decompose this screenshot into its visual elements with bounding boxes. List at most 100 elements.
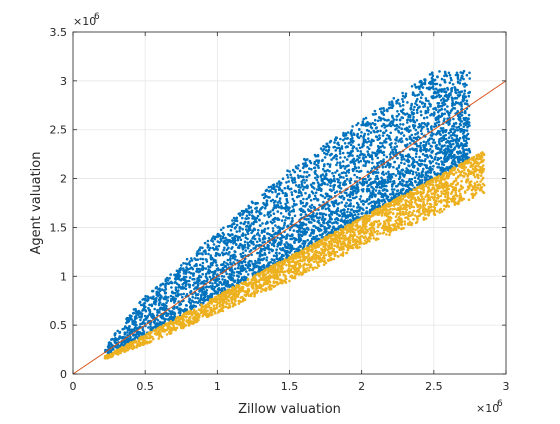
scatter-point [342, 132, 345, 135]
scatter-point [426, 122, 429, 125]
scatter-point [270, 186, 273, 189]
scatter-point [214, 286, 217, 289]
scatter-point [266, 256, 269, 259]
scatter-point [204, 249, 207, 252]
scatter-point [447, 158, 450, 161]
scatter-point [399, 118, 402, 121]
scatter-point [360, 131, 363, 134]
scatter-point [151, 327, 154, 330]
scatter-point [195, 264, 198, 267]
scatter-point [128, 325, 131, 328]
scatter-point [366, 150, 369, 153]
scatter-point [264, 207, 267, 210]
scatter-point [221, 278, 224, 281]
scatter-point [431, 168, 434, 171]
scatter-point [204, 242, 207, 245]
scatter-point [274, 200, 277, 203]
scatter-point [273, 187, 276, 190]
scatter-point [386, 181, 389, 184]
scatter-point [337, 181, 340, 184]
scatter-point [283, 243, 286, 246]
scatter-point [197, 252, 200, 255]
scatter-point [193, 288, 196, 291]
scatter-point [165, 305, 168, 308]
scatter-point [290, 188, 293, 191]
scatter-point [366, 189, 369, 192]
scatter-point [299, 237, 302, 240]
scatter-point [401, 98, 404, 101]
scatter-point [420, 142, 423, 145]
scatter-point [444, 72, 447, 75]
scatter-point [304, 162, 307, 165]
scatter-point [222, 249, 225, 252]
scatter-point [397, 183, 400, 186]
scatter-point [336, 178, 339, 181]
scatter-point [240, 239, 243, 242]
scatter-point [251, 209, 254, 212]
scatter-point [370, 182, 373, 185]
scatter-point [252, 215, 255, 218]
scatter-point [429, 148, 432, 151]
scatter-point [350, 161, 353, 164]
scatter-point [167, 279, 170, 282]
scatter-point [357, 150, 360, 153]
scatter-point [324, 197, 327, 200]
scatter-point [174, 281, 177, 284]
scatter-point [126, 331, 129, 334]
scatter-point [303, 233, 306, 236]
scatter-point [444, 134, 447, 137]
scatter-point [375, 135, 378, 138]
scatter-point [223, 261, 226, 264]
scatter-point [279, 183, 282, 186]
scatter-point [352, 145, 355, 148]
scatter-point [305, 223, 308, 226]
scatter-point [411, 139, 414, 142]
scatter-point [244, 234, 247, 237]
scatter-point [260, 248, 263, 251]
scatter-point [448, 132, 451, 135]
scatter-point [287, 243, 290, 246]
scatter-point [237, 236, 240, 239]
scatter-point [309, 240, 312, 243]
scatter-point [335, 164, 338, 167]
scatter-point [205, 286, 208, 289]
scatter-point [386, 119, 389, 122]
scatter-point [323, 165, 326, 168]
scatter-point [318, 230, 321, 233]
scatter-point [328, 214, 331, 217]
scatter-point [271, 243, 274, 246]
scatter-point [357, 122, 360, 125]
scatter-point [438, 132, 441, 135]
scatter-point [261, 258, 264, 261]
scatter-point [222, 232, 225, 235]
scatter-point [349, 219, 352, 222]
scatter-point [283, 224, 286, 227]
scatter-point [351, 129, 354, 132]
scatter-point [388, 166, 391, 169]
scatter-point [453, 148, 456, 151]
scatter-point [202, 262, 205, 265]
scatter-point [404, 223, 407, 226]
scatter-point [416, 98, 419, 101]
scatter-point [431, 80, 434, 83]
scatter-point [431, 113, 434, 116]
scatter-point [178, 304, 181, 307]
scatter-point [273, 183, 276, 186]
scatter-point [384, 201, 387, 204]
scatter-point [391, 149, 394, 152]
scatter-point [297, 246, 300, 249]
scatter-point [365, 156, 368, 159]
scatter-point [306, 239, 309, 242]
scatter-point [417, 167, 420, 170]
scatter-point [425, 97, 428, 100]
scatter-point [356, 210, 359, 213]
scatter-point [183, 279, 186, 282]
scatter-point [383, 126, 386, 129]
scatter-point [387, 199, 390, 202]
scatter-point [368, 148, 371, 151]
scatter-point [344, 172, 347, 175]
scatter-point [309, 234, 312, 237]
scatter-point [227, 225, 230, 228]
scatter-point [302, 167, 305, 170]
scatter-point [462, 98, 465, 101]
